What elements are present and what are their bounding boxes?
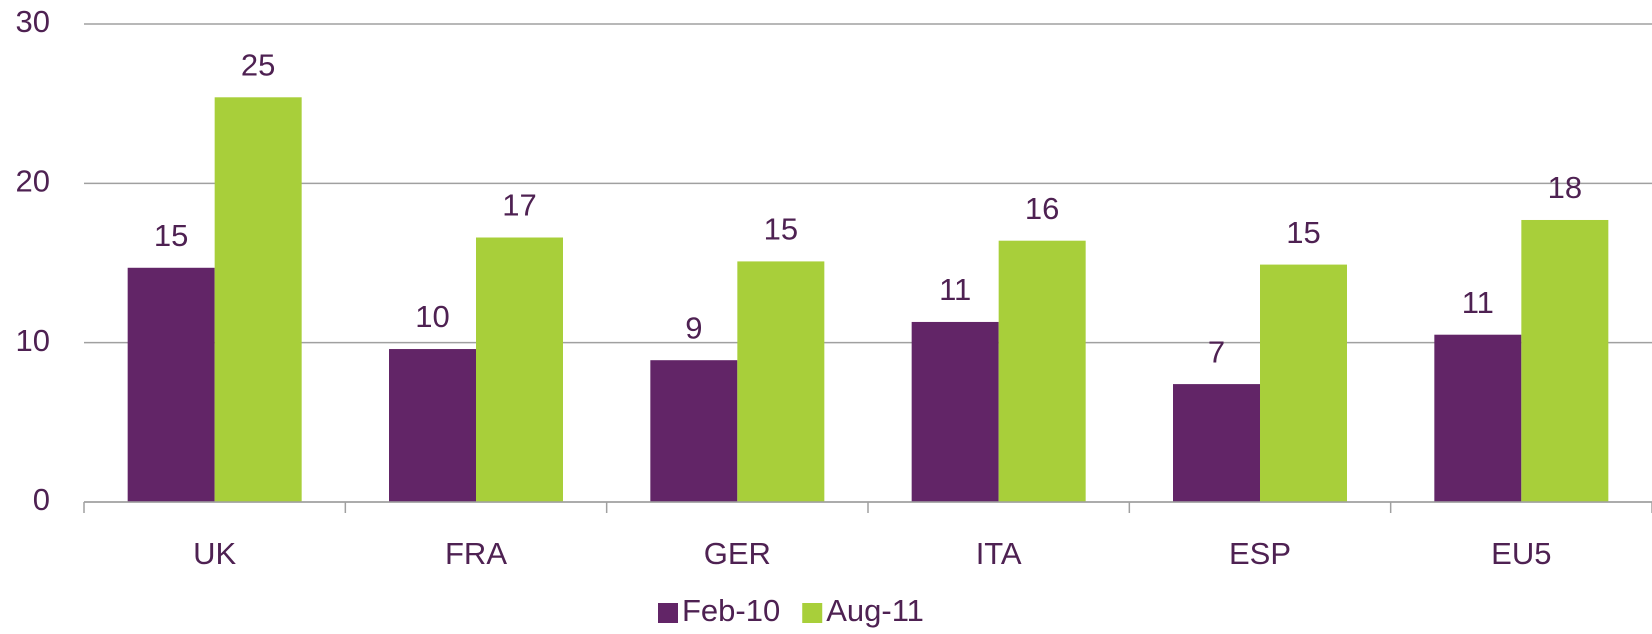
bar: [1521, 219, 1609, 503]
bar: [476, 237, 563, 503]
legend-label: Feb-10: [682, 593, 780, 628]
bar: [1434, 334, 1522, 502]
value-label: 15: [154, 218, 188, 253]
value-label: 9: [685, 310, 702, 345]
y-tick-label: 30: [16, 4, 50, 39]
x-tick-label: UK: [193, 536, 236, 571]
legend-label: Aug-11: [826, 593, 924, 628]
value-label: 15: [764, 212, 798, 247]
bar: [650, 360, 738, 502]
value-label: 25: [241, 47, 275, 82]
bar: [737, 261, 825, 502]
value-label: 16: [1025, 191, 1059, 226]
y-tick-label: 20: [16, 164, 50, 199]
legend-swatch: [658, 603, 678, 623]
value-label: 17: [502, 188, 536, 223]
value-label: 18: [1548, 170, 1582, 205]
y-tick-label: 10: [16, 323, 50, 358]
bar: [1173, 384, 1260, 502]
x-tick-label: ESP: [1229, 536, 1291, 571]
value-label: 10: [415, 299, 449, 334]
bar: [214, 97, 302, 502]
bar: [911, 321, 999, 502]
x-tick-label: EU5: [1491, 536, 1551, 571]
x-tick-label: FRA: [445, 536, 507, 571]
bar: [998, 240, 1086, 502]
x-tick-label: GER: [704, 536, 771, 571]
value-label: 11: [1462, 285, 1494, 320]
y-tick-label: 0: [33, 482, 50, 517]
legend-swatch: [802, 603, 823, 623]
bar: [389, 349, 476, 502]
value-label: 15: [1286, 215, 1320, 250]
bar: [1260, 264, 1347, 502]
x-tick-label: ITA: [976, 536, 1022, 571]
value-label: 7: [1208, 334, 1225, 369]
bar: [127, 267, 215, 502]
value-label: 11: [939, 272, 971, 307]
